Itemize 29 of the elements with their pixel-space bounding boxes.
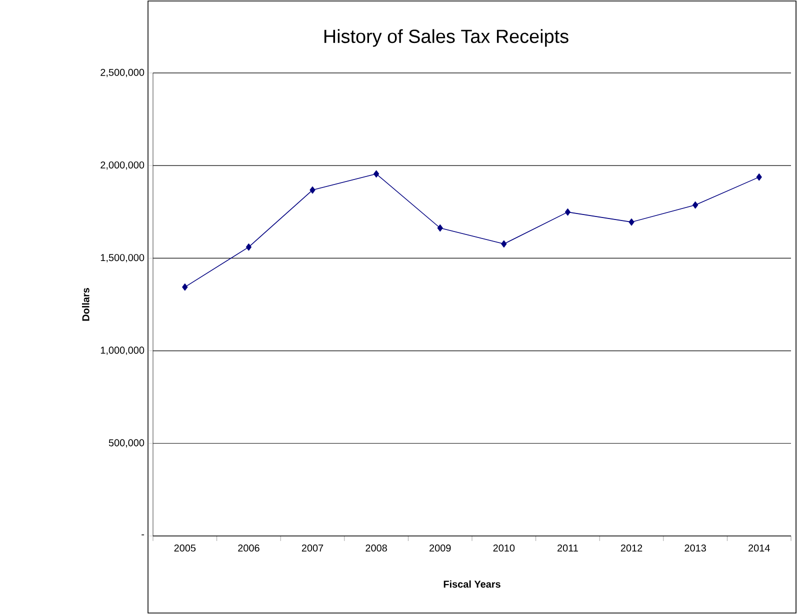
point [756, 173, 762, 181]
y-tick-label: 2,000,000 [100, 161, 144, 170]
point [374, 170, 380, 178]
point [501, 240, 507, 248]
x-tick-label: 2014 [748, 544, 770, 552]
y-axis-title: Dollars [82, 288, 90, 321]
x-tick-label: 2005 [174, 544, 196, 552]
x-tick-label: 2007 [302, 544, 324, 552]
x-tick-label: 2013 [684, 544, 706, 552]
x-tick-label: 2012 [620, 544, 642, 552]
y-tick-label: 1,000,000 [100, 346, 144, 355]
x-tick-label: 2006 [238, 544, 260, 552]
point [182, 283, 188, 291]
x-tick-label: 2011 [558, 544, 578, 552]
point [564, 208, 571, 216]
point [437, 224, 443, 232]
y-tick-label: 500,000 [108, 439, 144, 448]
point [246, 243, 252, 251]
point [692, 201, 698, 209]
y-tick-label: 1,500,000 [100, 254, 144, 262]
chart-title: History of Sales Tax Receipts [324, 29, 568, 47]
x-axis-title: Fiscal Years [444, 580, 500, 588]
y-tick-label: 2,500,000 [100, 68, 144, 78]
point [310, 186, 316, 194]
point [628, 218, 634, 226]
x-tick-label: 2009 [430, 544, 451, 552]
x-tick-label: 2008 [366, 544, 387, 552]
x-tick-label: 2010 [493, 544, 515, 552]
y-tick-label: - [142, 534, 144, 536]
